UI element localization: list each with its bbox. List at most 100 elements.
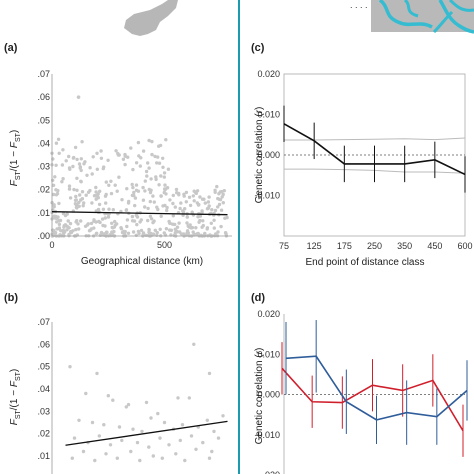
- scatter-point: [194, 190, 198, 195]
- scatter-point: [138, 458, 142, 463]
- scatter-point: [122, 229, 126, 234]
- panel-label-d: (d): [251, 292, 265, 304]
- scatter-point: [130, 214, 135, 219]
- x-axis-title: Geographical distance (km): [81, 256, 203, 267]
- scatter-point: [221, 414, 225, 418]
- y-tick-label: 0.000: [257, 390, 280, 400]
- scatter-point: [144, 233, 148, 237]
- scatter-point: [92, 218, 96, 222]
- regression-line: [51, 211, 228, 216]
- scatter-point: [149, 217, 154, 221]
- scatter-point: [60, 163, 65, 167]
- y-tick-label: .03: [37, 406, 50, 416]
- map-river: [403, 0, 419, 18]
- scatter-point: [90, 420, 95, 425]
- scatter-point: [137, 154, 141, 158]
- y-tick-label: .07: [37, 317, 50, 327]
- scatter-point: [185, 231, 189, 235]
- scatter-point: [108, 443, 113, 447]
- y-axis-title: Genetic correlation (r): [254, 348, 265, 445]
- scatter-point: [82, 162, 86, 166]
- scatter-point: [189, 434, 194, 438]
- scatter-point: [90, 172, 94, 176]
- scatter-point: [72, 436, 77, 440]
- scatter-point: [88, 188, 92, 193]
- y-tick-label: .00: [37, 231, 50, 241]
- scatter-point: [145, 174, 149, 178]
- scatter-point: [119, 226, 123, 230]
- scatter-point: [174, 187, 179, 192]
- scatter-point: [173, 205, 177, 209]
- scatter-point: [216, 230, 220, 234]
- scatter-point: [143, 189, 147, 193]
- scatter-point: [167, 443, 171, 447]
- scatter-point: [156, 411, 160, 416]
- scatter-point: [214, 233, 218, 238]
- map-river: [438, 0, 474, 34]
- scatter-point: [136, 189, 141, 193]
- ylabel-part: ): [9, 369, 20, 372]
- scatter-point: [158, 436, 162, 440]
- x-axis-title: End point of distance class: [306, 257, 425, 268]
- ylabel-part: r: [254, 350, 265, 354]
- scatter-point: [67, 184, 72, 188]
- scatter-point: [198, 195, 202, 199]
- scatter-point: [171, 201, 175, 206]
- scatter-point: [52, 203, 56, 207]
- scatter-point: [176, 396, 180, 400]
- scatter-point: [121, 157, 126, 161]
- scatter-point: [181, 210, 186, 214]
- scatter-point: [89, 227, 94, 231]
- scatter-point: [185, 215, 189, 219]
- scatter-point: [209, 221, 213, 225]
- scatter-point: [219, 208, 224, 212]
- scatter-point: [173, 222, 177, 227]
- scatter-point: [151, 454, 155, 458]
- y-axis-title: Genetic correlation (r): [254, 107, 265, 204]
- scatter-point: [54, 214, 58, 219]
- map-inset-left: [124, 0, 178, 36]
- scatter-point: [196, 231, 200, 236]
- scatter-point: [178, 438, 182, 443]
- scatter-point: [117, 425, 122, 429]
- scatter-point: [157, 144, 161, 148]
- scatter-point: [123, 152, 127, 157]
- scatter-point: [73, 145, 78, 150]
- scatter-point: [146, 206, 150, 211]
- scatter-point: [111, 398, 115, 402]
- scatter-point: [162, 420, 167, 425]
- scatter-point: [99, 149, 103, 153]
- y-tick-label: .05: [37, 362, 50, 372]
- scatter-point: [74, 198, 79, 202]
- scatter-point: [67, 166, 72, 170]
- scatter-point: [177, 193, 181, 197]
- scatter-point: [68, 221, 73, 226]
- scatter-point: [139, 228, 144, 233]
- scatter-point: [156, 155, 160, 159]
- scatter-point: [114, 149, 118, 153]
- x-tick-label: 500: [157, 240, 172, 250]
- x-tick-label: 125: [307, 241, 322, 251]
- scatter-point: [146, 218, 150, 223]
- scatter-point: [216, 436, 221, 440]
- scatter-point: [79, 179, 83, 183]
- scatter-point: [131, 185, 135, 190]
- scatter-point: [133, 196, 138, 200]
- scatter-point: [203, 201, 207, 205]
- scatter-point: [120, 198, 124, 202]
- scatter-point: [75, 176, 79, 180]
- scatter-point: [57, 226, 62, 230]
- scatter-point: [109, 191, 114, 196]
- scatter-plot-a: .00 .01 .02 .03 .04 .05 .06 .07 0 500 Geographical…: [9, 69, 232, 267]
- scatter-point: [190, 210, 194, 214]
- scatter-point: [155, 230, 159, 235]
- y-tick-label: .04: [37, 384, 50, 394]
- scatter-point: [150, 152, 154, 157]
- ylabel-part: r: [254, 109, 265, 113]
- scatter-point: [125, 187, 129, 191]
- scatter-point: [102, 423, 106, 427]
- scatter-point: [155, 233, 159, 237]
- scatter-point: [104, 452, 108, 456]
- scatter-point: [99, 156, 104, 160]
